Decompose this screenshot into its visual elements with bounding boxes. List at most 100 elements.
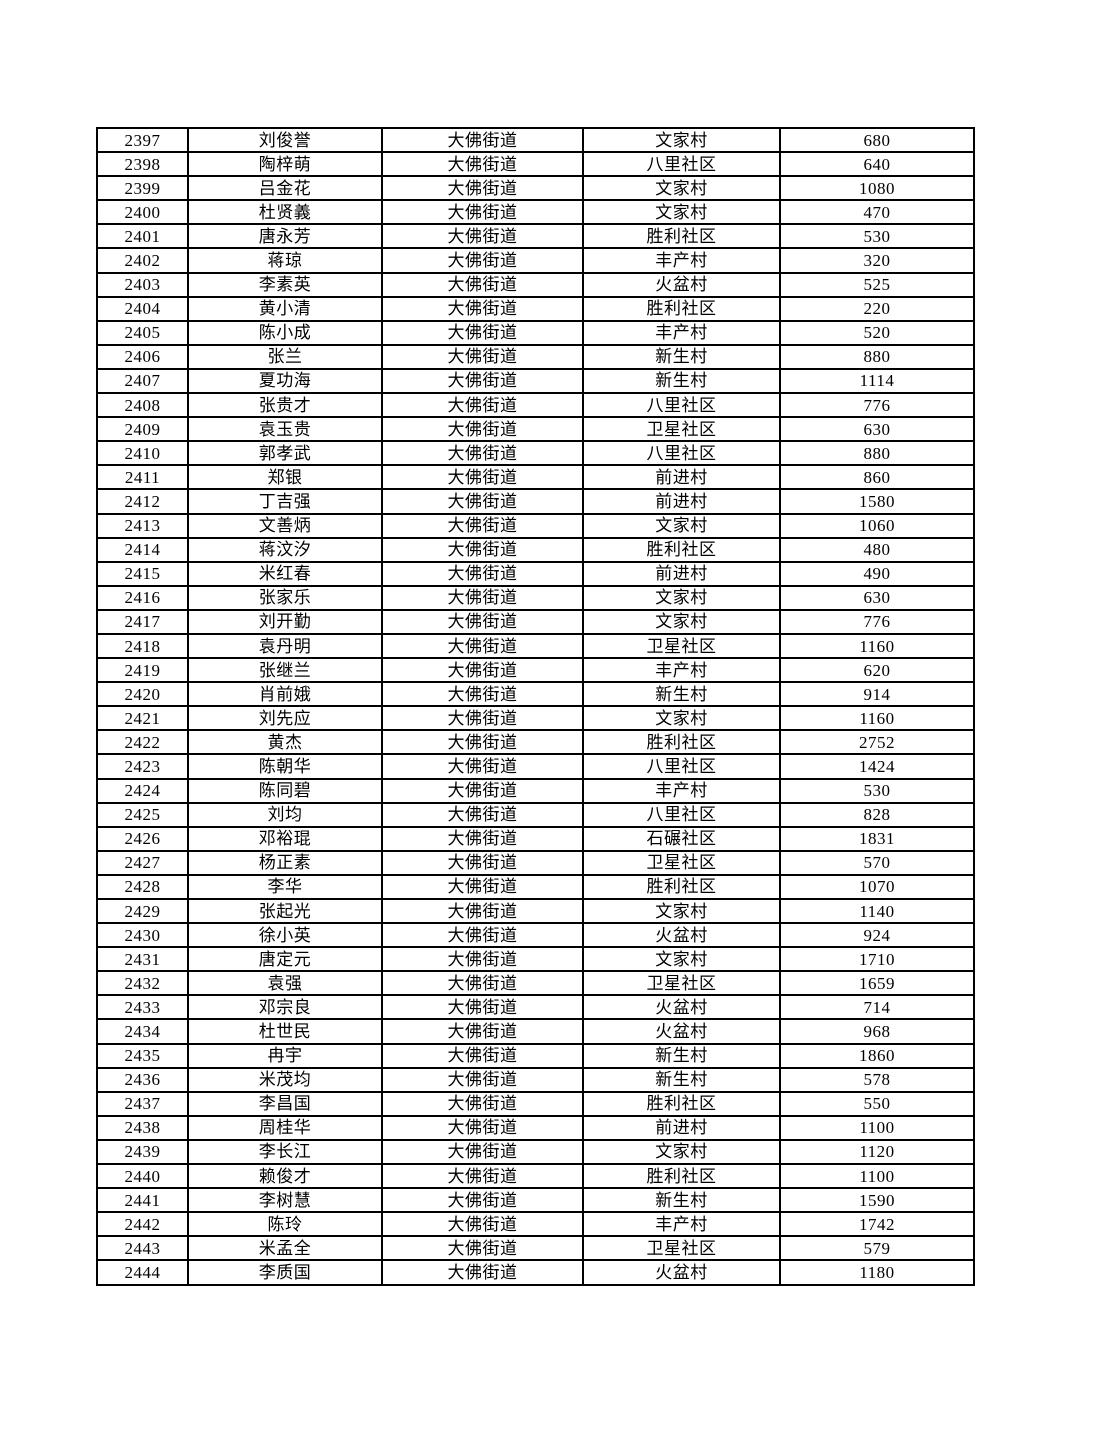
table-row: 2418 袁丹明 大佛街道 卫星社区 1160	[96, 632, 975, 660]
cell-person-name: 陈小成	[187, 319, 383, 346]
cell-amount: 630	[779, 584, 975, 611]
cell-village: 文家村	[582, 175, 781, 202]
cell-person-name: 米茂均	[187, 1066, 383, 1093]
table-row: 2424 陈同碧 大佛街道 丰产村 530	[96, 777, 975, 804]
cell-street: 大佛街道	[381, 632, 584, 660]
cell-street: 大佛街道	[381, 367, 584, 395]
cell-serial-number: 2403	[96, 271, 189, 298]
cell-person-name: 黄小清	[187, 295, 383, 322]
cell-person-name: 杜贤義	[187, 199, 383, 226]
cell-serial-number: 2398	[96, 151, 189, 178]
cell-village: 卫星社区	[582, 416, 781, 443]
cell-serial-number: 2419	[96, 657, 189, 684]
table-row: 2429 张起光 大佛街道 文家村 1140	[96, 897, 975, 925]
table-row: 2427 杨正素 大佛街道 卫星社区 570	[96, 849, 975, 876]
cell-person-name: 郑银	[187, 464, 383, 491]
table-row: 2432 袁强 大佛街道 卫星社区 1659	[96, 970, 975, 997]
cell-person-name: 唐定元	[187, 946, 383, 973]
cell-serial-number: 2402	[96, 247, 189, 274]
cell-serial-number: 2411	[96, 464, 189, 491]
cell-serial-number: 2417	[96, 608, 189, 635]
cell-serial-number: 2404	[96, 295, 189, 322]
cell-village: 火盆村	[582, 1259, 781, 1286]
table-row: 2444 李质国 大佛街道 火盆村 1180	[96, 1259, 975, 1286]
cell-village: 新生村	[582, 367, 781, 395]
cell-street: 大佛街道	[381, 416, 584, 443]
cell-amount: 480	[779, 536, 975, 563]
table-row: 2426 邓裕琨 大佛街道 石碾社区 1831	[96, 825, 975, 852]
cell-amount: 1160	[779, 705, 975, 732]
table-row: 2412 丁吉强 大佛街道 前进村 1580	[96, 488, 975, 515]
cell-person-name: 杨正素	[187, 849, 383, 876]
cell-village: 新生村	[582, 1066, 781, 1093]
cell-amount: 1160	[779, 632, 975, 660]
cell-village: 丰产村	[582, 1211, 781, 1238]
cell-street: 大佛街道	[381, 1114, 584, 1141]
cell-serial-number: 2443	[96, 1235, 189, 1262]
cell-street: 大佛街道	[381, 1090, 584, 1117]
cell-serial-number: 2412	[96, 488, 189, 515]
cell-village: 八里社区	[582, 151, 781, 178]
cell-serial-number: 2429	[96, 897, 189, 925]
cell-village: 火盆村	[582, 1018, 781, 1045]
cell-serial-number: 2427	[96, 849, 189, 876]
cell-serial-number: 2430	[96, 922, 189, 949]
cell-amount: 2752	[779, 729, 975, 756]
cell-village: 新生村	[582, 1042, 781, 1069]
cell-person-name: 张兰	[187, 343, 383, 370]
cell-amount: 620	[779, 657, 975, 684]
cell-village: 前进村	[582, 464, 781, 491]
cell-person-name: 杜世民	[187, 1018, 383, 1045]
cell-village: 前进村	[582, 560, 781, 587]
cell-street: 大佛街道	[381, 1138, 584, 1166]
cell-person-name: 蒋汶汐	[187, 536, 383, 563]
cell-street: 大佛街道	[381, 488, 584, 515]
cell-amount: 490	[779, 560, 975, 587]
table-row: 2406 张兰 大佛街道 新生村 880	[96, 343, 975, 370]
cell-village: 胜利社区	[582, 1163, 781, 1190]
cell-person-name: 李长江	[187, 1138, 383, 1166]
cell-street: 大佛街道	[381, 657, 584, 684]
cell-amount: 1100	[779, 1163, 975, 1190]
cell-serial-number: 2408	[96, 392, 189, 419]
cell-serial-number: 2405	[96, 319, 189, 346]
cell-person-name: 陈朝华	[187, 753, 383, 780]
table-row: 2397 刘俊誉 大佛街道 文家村 680	[96, 126, 975, 154]
cell-village: 八里社区	[582, 753, 781, 780]
cell-village: 卫星社区	[582, 1235, 781, 1262]
cell-amount: 550	[779, 1090, 975, 1117]
table-row: 2441 李树慧 大佛街道 新生村 1590	[96, 1187, 975, 1214]
cell-person-name: 邓裕琨	[187, 825, 383, 852]
cell-serial-number: 2438	[96, 1114, 189, 1141]
cell-amount: 640	[779, 151, 975, 178]
table-row: 2399 吕金花 大佛街道 文家村 1080	[96, 175, 975, 202]
cell-village: 八里社区	[582, 801, 781, 828]
cell-village: 卫星社区	[582, 849, 781, 876]
cell-serial-number: 2406	[96, 343, 189, 370]
cell-street: 大佛街道	[381, 1018, 584, 1045]
cell-village: 文家村	[582, 705, 781, 732]
cell-village: 文家村	[582, 946, 781, 973]
cell-amount: 1659	[779, 970, 975, 997]
cell-serial-number: 2440	[96, 1163, 189, 1190]
cell-amount: 1860	[779, 1042, 975, 1069]
cell-street: 大佛街道	[381, 994, 584, 1021]
cell-village: 卫星社区	[582, 970, 781, 997]
table-row: 2421 刘先应 大佛街道 文家村 1160	[96, 705, 975, 732]
table-row: 2434 杜世民 大佛街道 火盆村 968	[96, 1018, 975, 1045]
cell-amount: 1590	[779, 1187, 975, 1214]
cell-serial-number: 2418	[96, 632, 189, 660]
cell-serial-number: 2442	[96, 1211, 189, 1238]
cell-serial-number: 2407	[96, 367, 189, 395]
table-row: 2420 肖前娥 大佛街道 新生村 914	[96, 681, 975, 708]
cell-street: 大佛街道	[381, 343, 584, 370]
table-row: 2405 陈小成 大佛街道 丰产村 520	[96, 319, 975, 346]
table-row: 2407 夏功海 大佛街道 新生村 1114	[96, 367, 975, 395]
cell-amount: 470	[779, 199, 975, 226]
cell-person-name: 邓宗良	[187, 994, 383, 1021]
cell-serial-number: 2401	[96, 223, 189, 250]
cell-street: 大佛街道	[381, 970, 584, 997]
cell-street: 大佛街道	[381, 512, 584, 539]
cell-person-name: 刘开勤	[187, 608, 383, 635]
